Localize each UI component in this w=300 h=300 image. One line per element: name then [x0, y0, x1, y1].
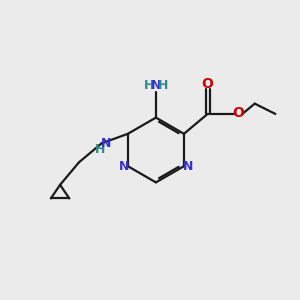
Text: H: H [95, 143, 105, 156]
Text: N: N [101, 137, 111, 151]
Text: O: O [202, 76, 214, 91]
Text: N: N [151, 79, 162, 92]
Text: N: N [119, 160, 129, 173]
Text: H: H [144, 79, 154, 92]
Text: H: H [158, 79, 168, 92]
Text: N: N [183, 160, 193, 173]
Text: O: O [232, 106, 244, 120]
